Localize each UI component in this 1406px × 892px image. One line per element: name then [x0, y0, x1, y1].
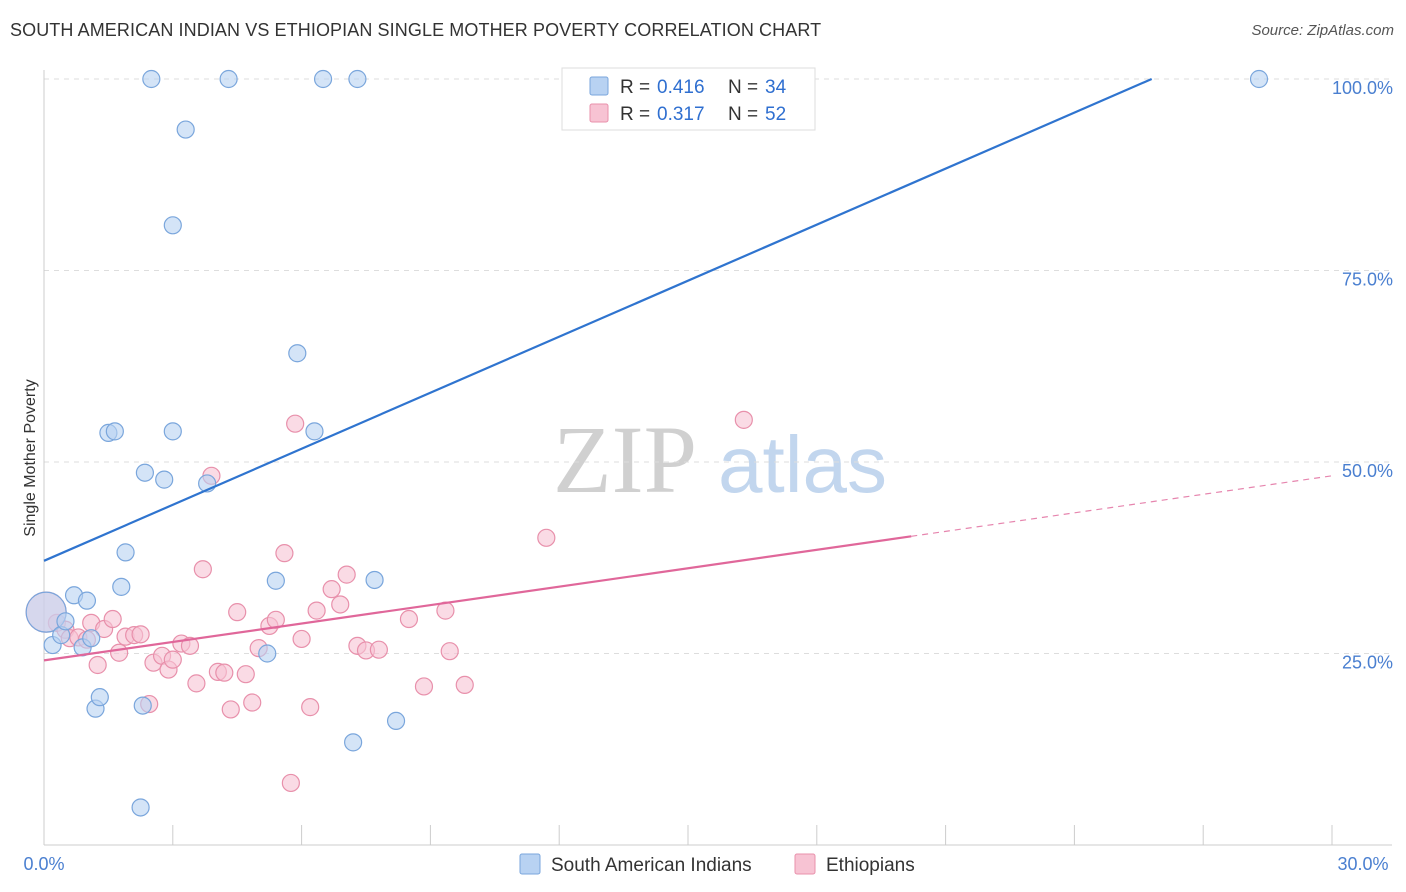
- south-american-indians-point-27: [305, 422, 324, 441]
- south-american-indians-point-32: [386, 711, 406, 731]
- ethiopians-point-17: [163, 650, 182, 669]
- legend-top: R = 0.416 N = 34 R = 0.317 N = 52: [561, 67, 816, 131]
- south-american-indians-point-25: [266, 571, 285, 590]
- ethiopians-point-48: [455, 675, 474, 695]
- south-american-indians-point-9: [90, 688, 109, 707]
- south-american-indians-point-17: [142, 69, 161, 89]
- ethiopians-point-39: [331, 595, 350, 614]
- ethiopians-point-47: [440, 642, 459, 661]
- trend-line-ethiopians-extension: [911, 475, 1333, 537]
- south-american-indians-point-16: [135, 463, 154, 482]
- legend-bottom-label-pink: Ethiopians: [826, 855, 915, 876]
- south-american-indians-point-21: [176, 120, 195, 139]
- legend-bottom: South American Indians Ethiopians: [519, 853, 915, 876]
- watermark: ZIP atlas: [553, 406, 887, 513]
- legend-swatch-blue: [589, 76, 609, 96]
- ethiopians-point-28: [243, 693, 262, 712]
- ethiopians-point-27: [236, 665, 255, 684]
- ethiopians-point-34: [286, 414, 305, 433]
- ethiopians-point-32: [275, 544, 294, 563]
- ethiopians-point-36: [301, 698, 320, 717]
- south-american-indians-point-7: [82, 629, 101, 648]
- watermark-zip: ZIP: [553, 406, 697, 513]
- chart-title: SOUTH AMERICAN INDIAN VS ETHIOPIAN SINGL…: [10, 20, 822, 40]
- legend-swatch-pink: [589, 103, 609, 123]
- legend-bottom-swatch-blue: [519, 853, 541, 875]
- axes: [43, 70, 1392, 846]
- south-american-indians-point-13: [116, 543, 135, 562]
- ethiopians-point-19: [180, 636, 200, 655]
- south-american-indians-point-15: [133, 696, 152, 715]
- south-american-indians-point-31: [365, 570, 384, 590]
- ethiopians-point-33: [281, 773, 300, 793]
- ethiopians-point-45: [414, 677, 434, 696]
- legend-r-value-blue: 0.416: [657, 77, 705, 98]
- ethiopians-point-49: [537, 528, 556, 547]
- y-tick-label-25: 25.0%: [1342, 653, 1393, 673]
- watermark-atlas: atlas: [718, 420, 887, 509]
- south-american-indians-point-6: [77, 591, 97, 610]
- south-american-indians-point-11: [105, 422, 124, 441]
- ethiopians-point-9: [110, 643, 129, 662]
- ethiopians-point-25: [221, 700, 240, 719]
- legend-r-value-pink: 0.317: [657, 104, 705, 125]
- south-american-indians-point-12: [112, 577, 131, 596]
- ethiopians-point-6: [88, 655, 107, 675]
- south-american-indians-point-26: [288, 344, 307, 363]
- y-tick-labels: 25.0% 50.0% 75.0% 100.0%: [1332, 78, 1393, 673]
- legend-bottom-swatch-pink: [794, 853, 816, 875]
- south-american-indians-point-24: [258, 644, 277, 663]
- ethiopians-point-21: [193, 560, 212, 579]
- ethiopians-point-24: [215, 663, 234, 682]
- ethiopians-point-26: [228, 603, 247, 622]
- trend-lines: [43, 77, 1333, 662]
- y-tick-label-50: 50.0%: [1342, 461, 1393, 481]
- legend-n-label-blue: N =: [728, 77, 758, 98]
- ethiopians-point-12: [131, 625, 150, 644]
- south-american-indians-point-19: [163, 422, 182, 441]
- legend-r-label-pink: R =: [620, 104, 650, 125]
- legend-n-value-pink: 52: [765, 104, 786, 125]
- legend-n-label-pink: N =: [728, 104, 758, 125]
- south-american-indians-point-14: [131, 798, 150, 817]
- ethiopians-point-43: [369, 640, 388, 659]
- south-american-indians-point-23: [219, 69, 238, 89]
- gridlines: [44, 78, 1392, 654]
- x-ticks: [43, 825, 1333, 845]
- south-american-indians-point-3: [56, 612, 75, 631]
- ethiopians-point-20: [187, 674, 206, 693]
- ethiopians-point-44: [399, 609, 419, 629]
- south-american-indians-point-28: [313, 69, 333, 89]
- legend-n-value-blue: 34: [765, 77, 787, 98]
- south-american-indians-point-18: [155, 470, 174, 489]
- south-american-indians-point-20: [163, 216, 182, 235]
- south-american-indians-point-30: [348, 69, 367, 89]
- south-american-indians-point-29: [344, 733, 363, 752]
- ethiopians-point-37: [307, 601, 326, 620]
- legend-r-label-blue: R =: [620, 77, 650, 98]
- legend-bottom-label-blue: South American Indians: [551, 855, 752, 876]
- south-american-indians-point-0: [25, 591, 67, 633]
- y-axis-label: Single Mother Poverty: [22, 379, 39, 536]
- trend-line-ethiopians: [43, 535, 912, 662]
- south-american-indians-points: [25, 69, 1269, 817]
- south-american-indians-point-33: [1249, 69, 1269, 89]
- x-tick-label-min: 0.0%: [23, 854, 64, 874]
- source-credit: Source: ZipAtlas.com: [1251, 22, 1394, 39]
- y-tick-label-75: 75.0%: [1342, 270, 1393, 290]
- x-tick-label-max: 30.0%: [1337, 854, 1388, 874]
- ethiopians-point-35: [292, 629, 311, 649]
- ethiopians-point-50: [734, 410, 753, 429]
- trend-line-south-american-indians: [43, 77, 1153, 562]
- ethiopians-point-38: [322, 580, 341, 599]
- ethiopians-point-40: [337, 565, 356, 584]
- y-tick-label-100: 100.0%: [1332, 78, 1393, 98]
- ethiopians-point-8: [103, 609, 122, 629]
